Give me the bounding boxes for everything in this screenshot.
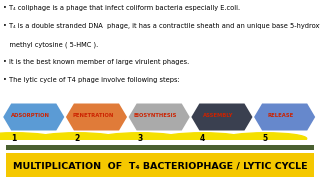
Polygon shape: [129, 103, 190, 130]
Circle shape: [223, 133, 307, 144]
FancyBboxPatch shape: [6, 153, 314, 177]
Polygon shape: [66, 103, 127, 130]
Polygon shape: [3, 103, 64, 130]
Circle shape: [35, 133, 118, 144]
Text: RELEASE: RELEASE: [268, 113, 294, 118]
Text: • T₄ coliphage is a phage that infect coliform bacteria especially E.coli.: • T₄ coliphage is a phage that infect co…: [3, 5, 240, 11]
Text: ASSEMBLY: ASSEMBLY: [203, 113, 234, 118]
Circle shape: [98, 133, 181, 144]
Text: 1: 1: [12, 134, 17, 143]
Text: ADSORPTION: ADSORPTION: [11, 113, 50, 118]
Circle shape: [0, 133, 56, 144]
Text: BIOSYNTHESIS: BIOSYNTHESIS: [134, 113, 177, 118]
Circle shape: [161, 133, 244, 144]
Text: PENETRATION: PENETRATION: [72, 113, 114, 118]
Text: 3: 3: [137, 134, 142, 143]
Text: • It is the best known member of large virulent phages.: • It is the best known member of large v…: [3, 59, 189, 65]
Text: 4: 4: [200, 134, 205, 143]
Text: • T₄ is a double stranded DNA  phage, it has a contractile sheath and an unique : • T₄ is a double stranded DNA phage, it …: [3, 23, 320, 29]
Text: 5: 5: [262, 134, 268, 143]
Text: methyl cytosine ( 5-HMC ).: methyl cytosine ( 5-HMC ).: [3, 41, 99, 48]
Text: MULTIPLICATION  OF  T₄ BACTERIOPHAGE / LYTIC CYCLE: MULTIPLICATION OF T₄ BACTERIOPHAGE / LYT…: [13, 161, 307, 170]
Text: 2: 2: [74, 134, 80, 143]
Polygon shape: [191, 103, 252, 130]
Text: • The lytic cycle of T4 phage involve following steps:: • The lytic cycle of T4 phage involve fo…: [3, 77, 180, 83]
FancyBboxPatch shape: [6, 145, 314, 150]
Polygon shape: [254, 103, 315, 130]
